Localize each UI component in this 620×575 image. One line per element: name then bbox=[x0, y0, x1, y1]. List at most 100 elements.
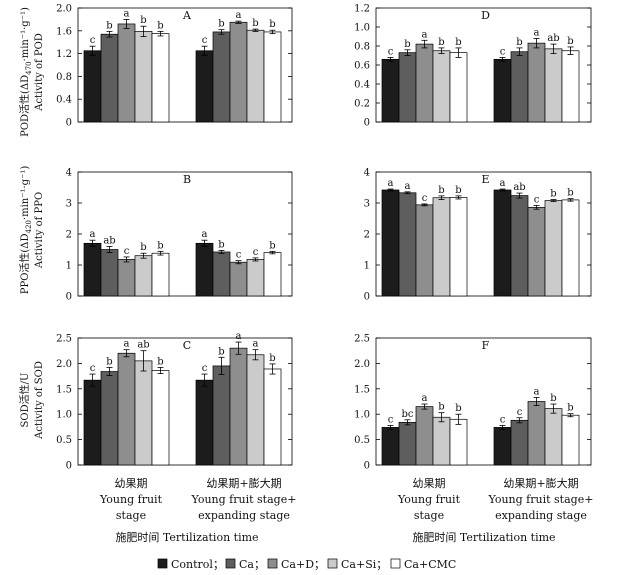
bar bbox=[493, 427, 512, 466]
y-tick-label: 0 bbox=[66, 292, 72, 303]
bar bbox=[510, 419, 529, 466]
y-tick-label: 0.4 bbox=[56, 95, 72, 106]
significance-letter: a bbox=[236, 10, 242, 21]
bar bbox=[527, 206, 546, 297]
legend-swatch-cacmc bbox=[390, 558, 401, 569]
panel-letter: B bbox=[183, 173, 191, 186]
bar bbox=[212, 31, 231, 123]
significance-letter: b bbox=[404, 39, 410, 50]
bar bbox=[449, 418, 468, 466]
bar bbox=[415, 204, 434, 297]
y-tick-label: 3 bbox=[364, 199, 370, 210]
y-label-pod-unit: ·min⁻¹·g⁻¹) bbox=[20, 7, 31, 61]
significance-letter: b bbox=[106, 20, 112, 31]
significance-letter: c bbox=[202, 35, 208, 46]
left-stage1-cn: 幼果期 bbox=[115, 477, 148, 490]
left-x-title: 施肥时间 Tertilization time bbox=[115, 531, 258, 544]
significance-letter: a bbox=[236, 331, 242, 342]
bar bbox=[263, 368, 282, 466]
right-stage2-cn: 幼果期+膨大期 bbox=[503, 476, 578, 490]
bar bbox=[83, 379, 102, 466]
legend-label-casi: Ca+Si； bbox=[341, 558, 387, 571]
bar bbox=[100, 371, 119, 466]
bar bbox=[432, 416, 451, 466]
bar bbox=[381, 58, 400, 123]
significance-letter: b bbox=[567, 188, 573, 199]
significance-letter: c bbox=[388, 414, 394, 425]
significance-letter: a bbox=[124, 339, 130, 350]
y-tick-label: 1.2 bbox=[56, 49, 72, 60]
y-tick-label: 1.2 bbox=[354, 4, 370, 15]
right-stage1-en-2: stage bbox=[414, 509, 444, 522]
bar bbox=[151, 252, 170, 297]
y-tick-label: 0.4 bbox=[354, 80, 370, 91]
y-tick-label: 1 bbox=[364, 261, 370, 272]
y-tick-label: 2.0 bbox=[354, 359, 370, 370]
y-tick-label: 2 bbox=[364, 230, 370, 241]
y-tick-label: 1.0 bbox=[354, 410, 370, 421]
significance-letter: c bbox=[422, 193, 428, 204]
bar bbox=[134, 360, 153, 466]
bar bbox=[544, 408, 563, 466]
legend-label-cad: Ca+D； bbox=[281, 558, 325, 571]
y-tick-label: 2.0 bbox=[56, 4, 72, 15]
plot-frame bbox=[77, 7, 293, 123]
bar bbox=[117, 352, 136, 466]
plot-frame bbox=[375, 337, 592, 466]
bar bbox=[117, 259, 136, 297]
y-tick-label: 4 bbox=[66, 168, 72, 179]
y-label-ppo-sub: 420 bbox=[25, 220, 33, 233]
significance-letter: c bbox=[90, 363, 96, 374]
bar bbox=[527, 42, 546, 123]
y-label-pod-sub: 470 bbox=[25, 61, 33, 74]
significance-letter: a bbox=[534, 27, 540, 38]
bar bbox=[195, 50, 214, 123]
significance-letter: ab bbox=[103, 235, 115, 246]
right-stage2-en-2: expanding stage bbox=[495, 509, 587, 522]
y-label-ppo-en: Activity of PPO bbox=[34, 192, 45, 269]
significance-letter: c bbox=[90, 35, 96, 46]
bar bbox=[449, 197, 468, 297]
significance-letter: b bbox=[140, 242, 146, 253]
legend-swatch-control bbox=[157, 558, 168, 569]
y-tick-label: 1.0 bbox=[354, 23, 370, 34]
significance-letter: b bbox=[218, 19, 224, 30]
legend-label-ca: Ca； bbox=[239, 558, 265, 571]
significance-letter: b bbox=[438, 402, 444, 413]
panel-letter: C bbox=[183, 339, 191, 352]
significance-letter: ab bbox=[547, 33, 559, 44]
left-stage1-en-1: Young fruit bbox=[99, 493, 163, 506]
significance-letter: c bbox=[124, 246, 130, 257]
bar bbox=[246, 354, 265, 466]
y-tick-label: 2 bbox=[66, 230, 72, 241]
significance-letter: b bbox=[269, 353, 275, 364]
panel-letter: A bbox=[182, 9, 192, 22]
y-label-ppo-cn: PPO活性(ΔD bbox=[18, 233, 31, 294]
y-label-pod-en: Activity of POD bbox=[34, 33, 45, 112]
y-label-sod-cn: SOD活性/U bbox=[18, 373, 31, 428]
y-tick-label: 1 bbox=[66, 261, 72, 272]
legend-label-control: Control； bbox=[171, 558, 224, 571]
y-label-ppo-unit: ·min⁻¹·g⁻¹) bbox=[20, 166, 31, 220]
y-tick-label: 3 bbox=[66, 199, 72, 210]
significance-letter: c bbox=[253, 247, 259, 258]
bar bbox=[134, 255, 153, 297]
bar bbox=[151, 370, 170, 466]
legend-swatch-cad bbox=[267, 558, 278, 569]
significance-letter: ab bbox=[513, 182, 525, 193]
bar bbox=[263, 31, 282, 123]
y-tick-label: 1.6 bbox=[56, 26, 72, 37]
significance-letter: a bbox=[388, 178, 394, 189]
bar bbox=[398, 421, 417, 466]
significance-letter: b bbox=[550, 189, 556, 200]
bar bbox=[263, 252, 282, 297]
bar bbox=[195, 242, 214, 297]
y-tick-label: 0.8 bbox=[56, 72, 72, 83]
panel-a: 00.40.81.21.62.0 Ac cb ba ab bb b bbox=[56, 4, 293, 129]
bar bbox=[561, 199, 580, 297]
bar bbox=[100, 33, 119, 123]
significance-letter: a bbox=[405, 181, 411, 192]
